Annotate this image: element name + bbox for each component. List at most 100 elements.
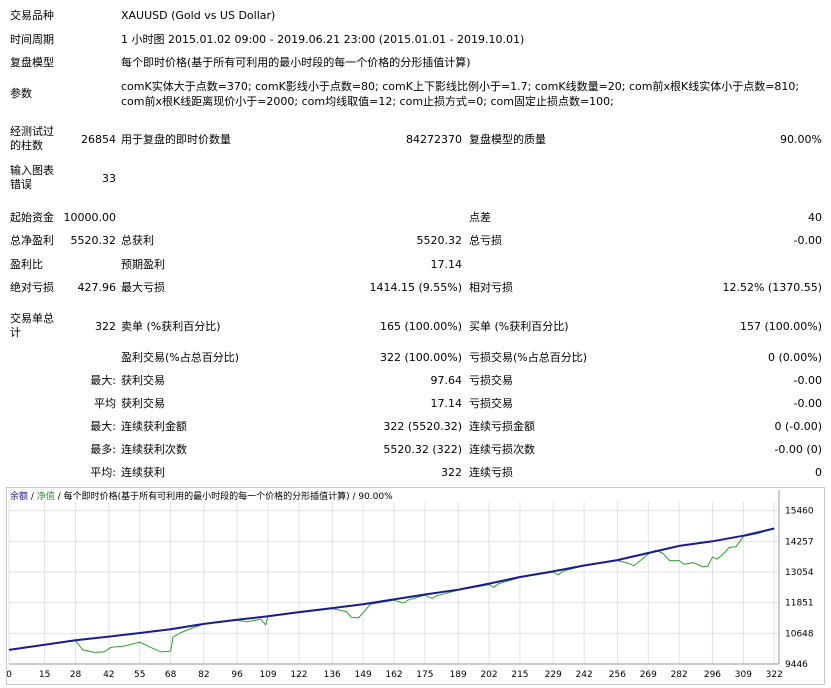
max-drawdown-value: 1414.15 (9.55%) [369, 281, 462, 294]
spread-value: 40 [808, 211, 822, 224]
rel-drawdown-value: 12.52% (1370.55) [722, 281, 822, 294]
model-value: 每个即时价格(基于所有可利用的最小时段的每一个价格的分形插值计算) [121, 56, 471, 69]
max-cons-losses-cnt-label: 连续亏损次数 [469, 443, 535, 456]
avg-cons-wins-value: 322 [441, 466, 462, 479]
x-tick-label: 215 [511, 670, 528, 680]
average-prefix: 平均 [94, 397, 116, 410]
x-tick-label: 96 [231, 670, 243, 680]
period-value: 1 小时图 2015.01.02 09:00 - 2019.06.21 23:0… [121, 33, 525, 46]
max-cons-wins-cnt-value: 5520.32 (322) [383, 443, 462, 456]
x-tick-label: 242 [576, 670, 593, 680]
profit-trades-label: 盈利交易(%占总百分比) [121, 351, 240, 364]
gross-loss-value: -0.00 [793, 234, 822, 247]
period-label: 时间周期 [10, 33, 54, 46]
gross-profit-label: 总获利 [121, 234, 154, 247]
errors-label: 输入图表错误 [10, 164, 54, 191]
y-tick-label: 9446 [785, 660, 808, 670]
legend-quality: 90.00% [358, 492, 393, 502]
legend-model: 每个即时价格(基于所有可利用的最小时段的每一个价格的分形插值计算) [63, 492, 350, 502]
model-label: 复盘模型 [10, 56, 54, 69]
bars-label: 经测试过的柱数 [10, 125, 54, 152]
legend-balance: 余额 [10, 492, 29, 502]
chart-canvas: 0 15 28 42 55 68 82 96 109 122 136 149 162 175 189 202 2… [7, 490, 814, 680]
abs-drawdown-value: 427.96 [77, 281, 117, 294]
y-tick-label: 14257 [785, 537, 814, 547]
legend-separator: / [28, 492, 37, 502]
x-tick-label: 82 [198, 670, 209, 680]
x-tick-label: 122 [290, 670, 307, 680]
x-tick-label: 55 [134, 670, 145, 680]
y-tick-label: 10648 [785, 629, 814, 639]
max-cons-losses-amt-label: 连续亏损金额 [469, 420, 535, 433]
quality-value: 90.00% [780, 133, 822, 146]
max-cons-losses-cnt-value: -0.00 (0) [774, 443, 822, 456]
largest-profit-label: 获利交易 [121, 374, 165, 387]
expected-payoff-value: 17.14 [430, 258, 463, 271]
max-cons-wins-amt-value: 322 (5520.32) [383, 420, 462, 433]
y-tick-label: 13054 [785, 568, 814, 578]
avg-cons-losses-label: 连续亏损 [469, 466, 513, 479]
y-tick-label: 15460 [785, 507, 814, 517]
y-tick-label: 11851 [785, 599, 814, 609]
balance-line [8, 527, 775, 651]
net-profit-value: 5520.32 [70, 234, 117, 247]
avg-profit-label: 获利交易 [121, 397, 165, 410]
total-trades-label: 交易单总计 [10, 312, 54, 339]
x-tick-label: 68 [165, 670, 177, 680]
avg-cons-losses-value: 0 [815, 466, 822, 479]
ticks-value: 84272370 [406, 133, 462, 146]
legend-separator: / [349, 492, 359, 502]
long-trades-label: 买单 (%获利百分比) [469, 320, 569, 333]
largest-prefix: 最大: [90, 374, 116, 387]
most-cons-prefix: 最多: [90, 443, 116, 456]
gross-profit-value: 5520.32 [416, 234, 463, 247]
expected-payoff-label: 预期盈利 [121, 258, 165, 271]
net-profit-label: 总净盈利 [10, 234, 54, 247]
max-cons-wins-cnt-label: 连续获利次数 [121, 443, 187, 456]
x-tick-label: 149 [355, 670, 372, 680]
max-cons-wins-amt-label: 连续获利金额 [121, 420, 187, 433]
avg-loss-value: -0.00 [793, 397, 822, 410]
x-tick-label: 296 [704, 670, 721, 680]
short-trades-value: 165 (100.00%) [379, 320, 462, 333]
avg-profit-value: 17.14 [430, 397, 463, 410]
long-trades-value: 157 (100.00%) [739, 320, 822, 333]
legend-separator: / [54, 492, 64, 502]
short-trades-label: 卖单 (%获利百分比) [121, 320, 221, 333]
params-label: 参数 [10, 87, 32, 100]
symbol-label: 交易品种 [10, 9, 54, 22]
rel-drawdown-label: 相对亏损 [469, 281, 513, 294]
deposit-label: 起始资金 [10, 211, 54, 224]
profit-trades-value: 322 (100.00%) [379, 351, 462, 364]
ticks-label: 用于复盘的即时价数量 [121, 133, 231, 146]
params-line-2: com前x根K线距离现价小于=2000; com均线取值=12; com止损方式… [121, 95, 614, 108]
largest-loss-value: -0.00 [793, 374, 822, 387]
balance-chart: 0 15 28 42 55 68 82 96 109 122 136 149 162 175 189 202 2… [6, 487, 825, 685]
chart-legend: 余额 / 净值 / 每个即时价格(基于所有可利用的最小时段的每一个价格的分形插值… [10, 491, 393, 503]
legend-equity: 净值 [36, 492, 55, 502]
params-line-1: comK实体大于点数=370; comK影线小于点数=80; comK上下影线比… [121, 80, 800, 93]
x-tick-label: 269 [640, 670, 657, 680]
symbol-value: XAUUSD (Gold vs US Dollar) [121, 9, 276, 22]
profit-factor-label: 盈利比 [10, 258, 43, 271]
x-tick-label: 109 [259, 670, 276, 680]
max-cons-prefix: 最大: [90, 420, 116, 433]
x-tick-label: 42 [103, 670, 114, 680]
avg-cons-wins-label: 连续获利 [121, 466, 165, 479]
total-trades-value: 322 [95, 320, 116, 333]
max-cons-losses-amt-value: 0 (-0.00) [774, 420, 822, 433]
x-tick-label: 202 [480, 670, 497, 680]
x-tick-label: 162 [385, 670, 402, 680]
loss-trades-label: 亏损交易(%占总百分比) [469, 351, 588, 364]
avg-loss-label: 亏损交易 [469, 397, 513, 410]
max-drawdown-label: 最大亏损 [121, 281, 165, 294]
x-tick-label: 189 [450, 670, 467, 680]
spread-label: 点差 [469, 211, 491, 224]
x-tick-label: 28 [70, 670, 82, 680]
x-tick-label: 136 [324, 670, 341, 680]
gross-loss-label: 总亏损 [469, 234, 502, 247]
x-tick-label: 175 [416, 670, 433, 680]
abs-drawdown-label: 绝对亏损 [10, 281, 54, 294]
quality-label: 复盘模型的质量 [469, 133, 546, 146]
x-tick-label: 229 [545, 670, 562, 680]
